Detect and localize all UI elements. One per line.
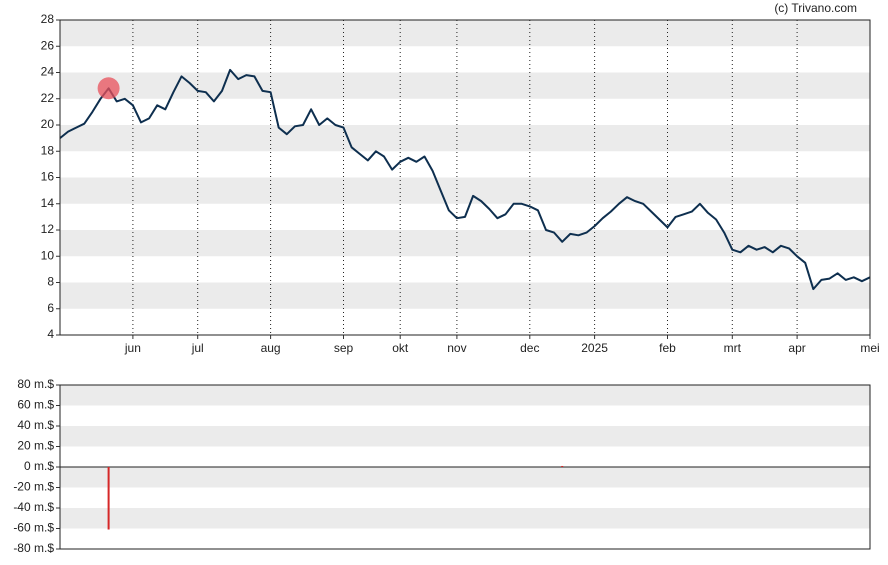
plot-frame <box>59 384 871 550</box>
y-tick-label: 24 <box>41 65 55 79</box>
x-tick-label: feb <box>659 341 676 355</box>
y-tick-label: 12 <box>41 222 55 236</box>
x-tick-label: nov <box>447 341 466 355</box>
y-tick-label: 40 m.$ <box>17 418 54 432</box>
grid-band <box>60 230 870 257</box>
y-tick-label: -20 m.$ <box>13 480 54 494</box>
grid-band <box>60 426 870 447</box>
x-tick-label: mei <box>860 341 879 355</box>
price-line <box>59 68 871 291</box>
grid-band <box>60 125 870 152</box>
event-marker <box>97 77 120 100</box>
plot-frame <box>59 19 871 336</box>
grid-band <box>60 72 870 99</box>
y-tick-label: 20 <box>41 117 55 131</box>
y-tick-label: -40 m.$ <box>13 500 54 514</box>
y-tick-label: 14 <box>41 196 55 210</box>
x-tick-label: dec <box>520 341 539 355</box>
x-tick-label: sep <box>334 341 354 355</box>
x-tick-label: mrt <box>724 341 742 355</box>
y-tick-label: 60 m.$ <box>17 398 54 412</box>
x-tick-label: apr <box>788 341 805 355</box>
grid-band <box>60 20 870 47</box>
y-tick-label: 80 m.$ <box>17 377 54 391</box>
credit: (c) Trivano.com <box>774 1 857 15</box>
x-tick-label: aug <box>261 341 281 355</box>
y-tick-label: -60 m.$ <box>13 521 54 535</box>
x-tick-label: jul <box>191 341 204 355</box>
grid-band <box>60 467 870 488</box>
bar <box>561 465 564 467</box>
y-tick-label: 10 <box>41 248 55 262</box>
x-tick-label: jun <box>124 341 141 355</box>
y-tick-label: 4 <box>47 327 54 341</box>
y-tick-label: 0 m.$ <box>24 459 54 473</box>
grid-band <box>60 508 870 529</box>
y-tick-label: 20 m.$ <box>17 439 54 453</box>
y-tick-label: 28 <box>41 12 55 26</box>
y-tick-label: 8 <box>47 275 54 289</box>
x-tick-label: 2025 <box>581 341 608 355</box>
y-tick-label: 22 <box>41 91 55 105</box>
y-tick-label: 26 <box>41 38 55 52</box>
grid-band <box>60 177 870 204</box>
x-tick-label: okt <box>392 341 409 355</box>
y-tick-label: -80 m.$ <box>13 541 54 555</box>
grid-band <box>60 282 870 309</box>
grid-band <box>60 385 870 406</box>
y-tick-label: 6 <box>47 301 54 315</box>
bar <box>107 467 110 530</box>
y-tick-label: 18 <box>41 143 55 157</box>
y-tick-label: 16 <box>41 170 55 184</box>
